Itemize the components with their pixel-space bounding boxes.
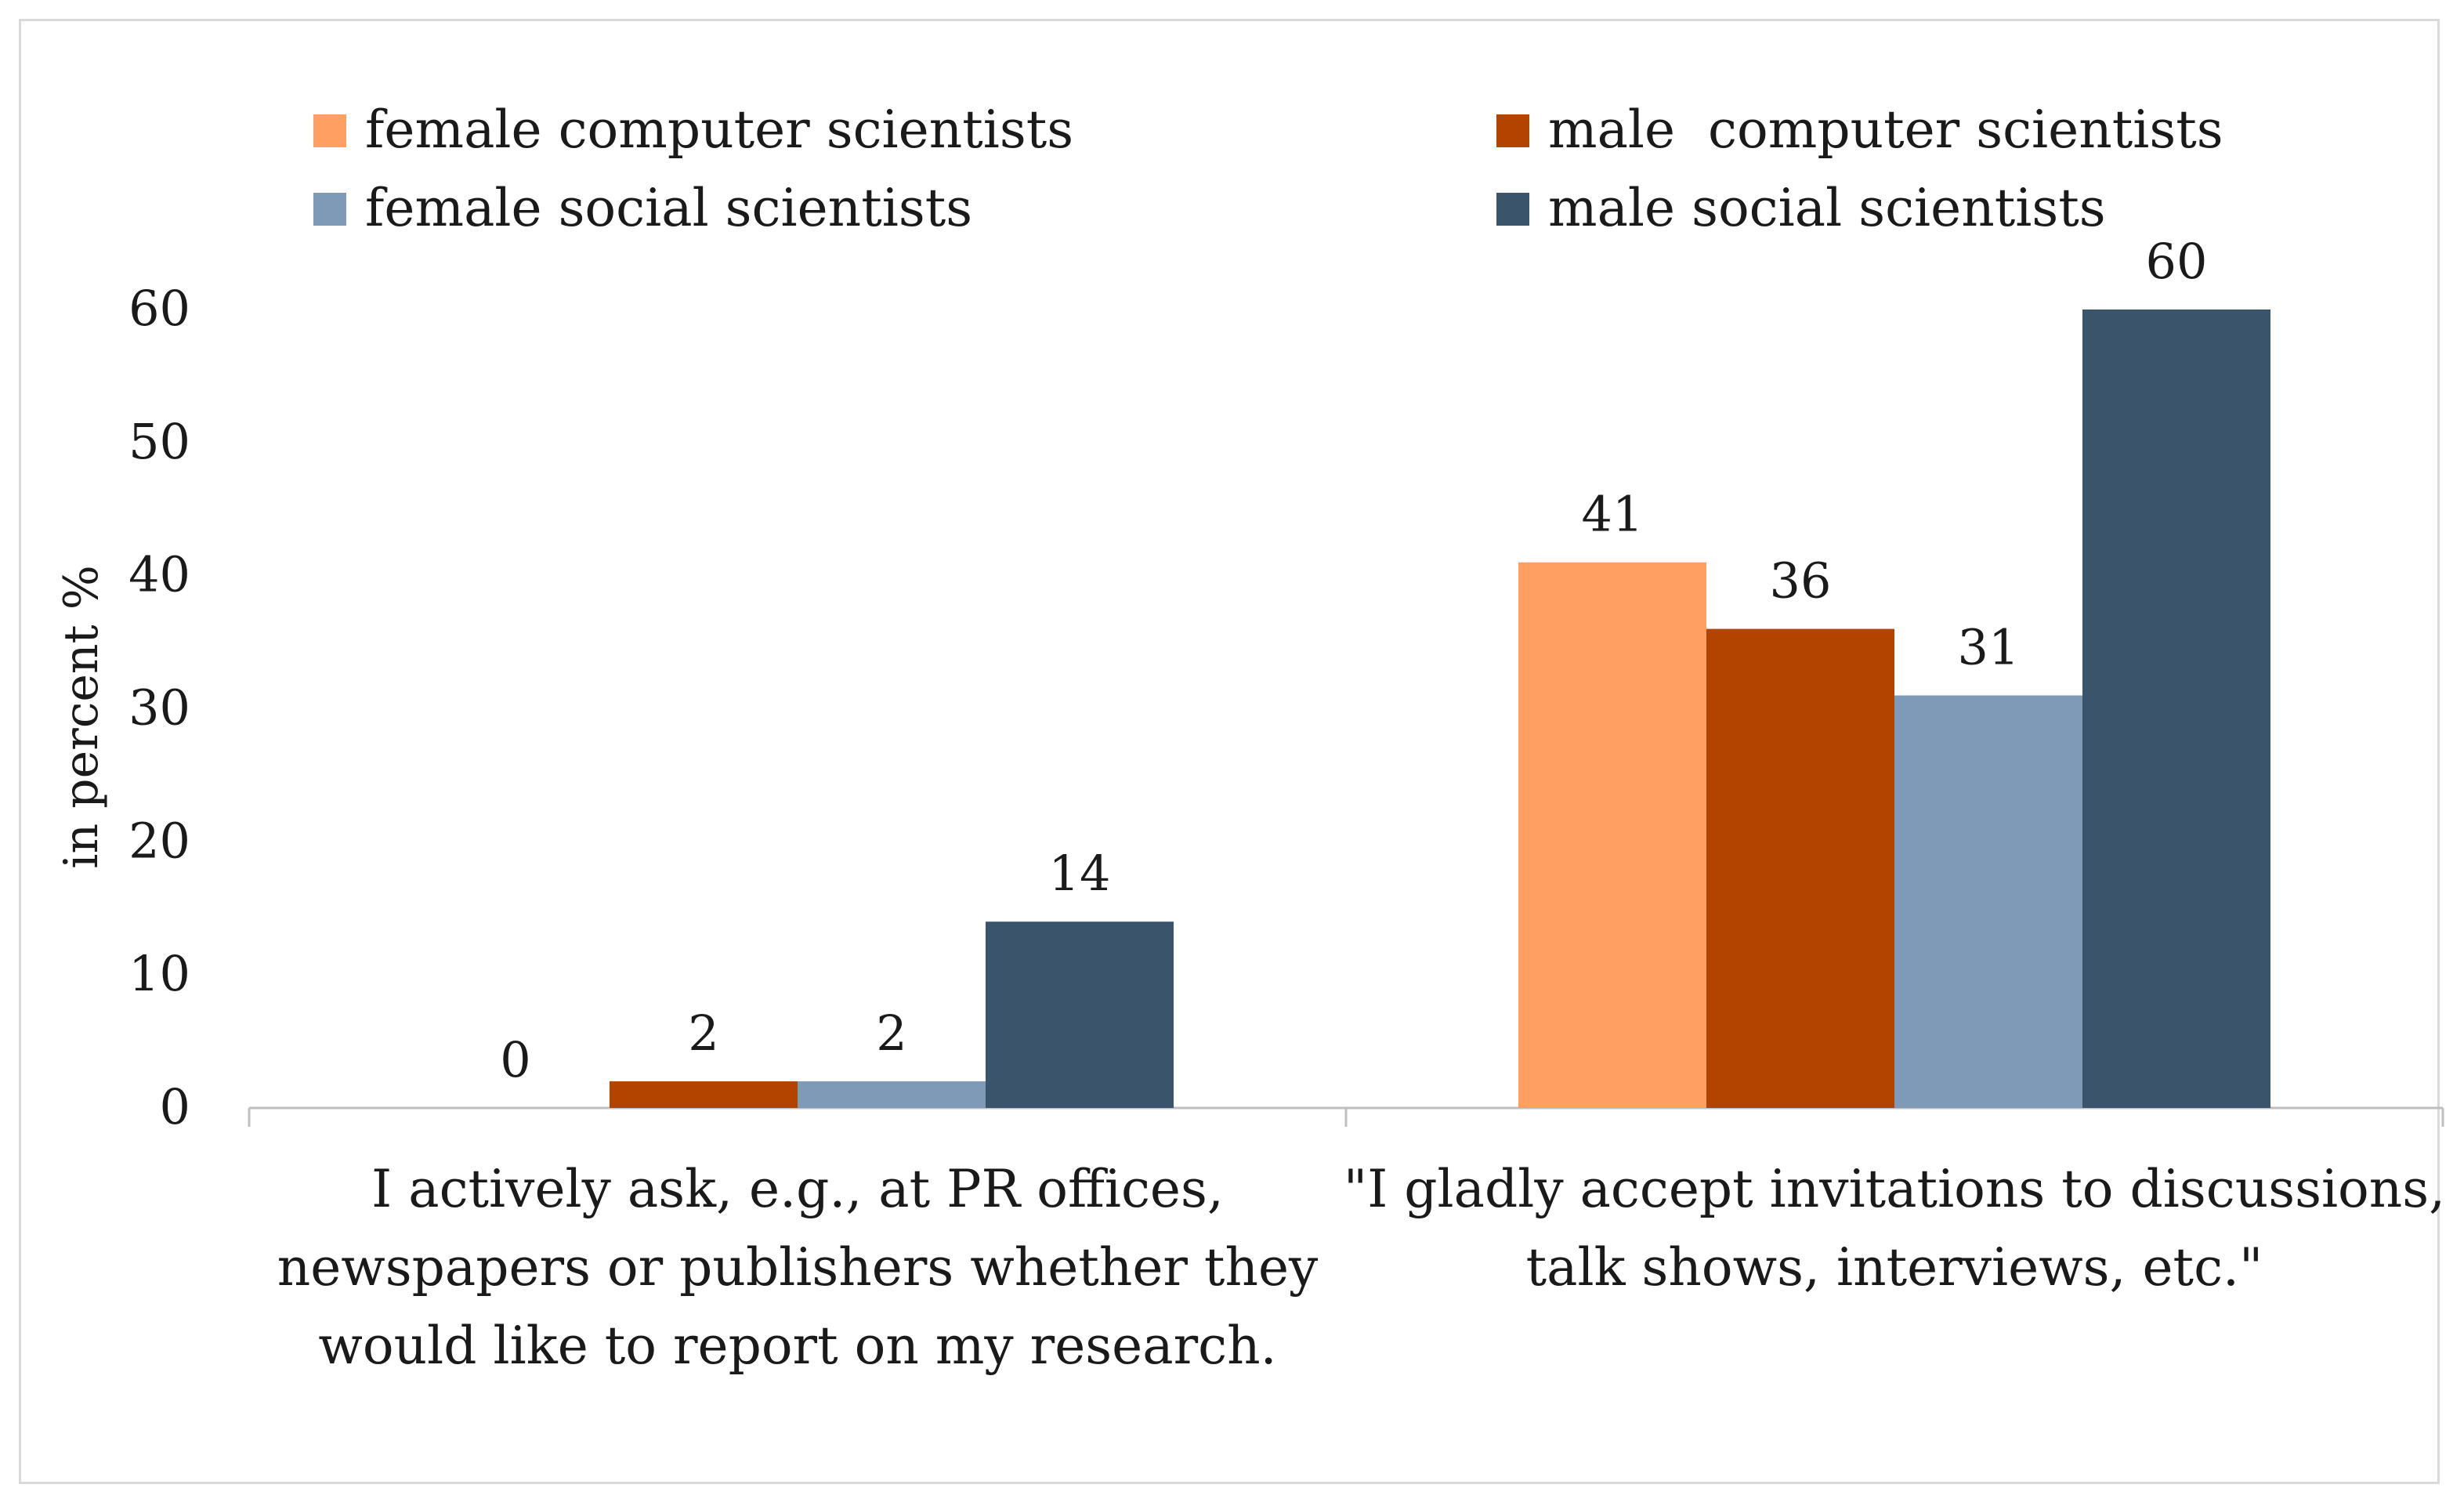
bar <box>1706 628 1894 1108</box>
x-category-label: newspapers or publishers whether they <box>277 1237 1319 1298</box>
data-label: 2 <box>876 1005 906 1062</box>
y-tick-label: 10 <box>128 945 190 1002</box>
legend-label: female computer scientists <box>365 100 1073 160</box>
data-label: 2 <box>688 1005 718 1062</box>
y-tick-label: 60 <box>128 280 190 337</box>
bar <box>2082 310 2270 1108</box>
y-axis-label: in percent % <box>54 565 109 868</box>
y-tick-label: 50 <box>128 413 190 470</box>
data-label: 31 <box>1958 619 2020 676</box>
bar <box>1894 695 2082 1108</box>
legend-swatch <box>313 114 346 147</box>
bar <box>986 921 1174 1108</box>
legend-label: male social scientists <box>1548 178 2106 238</box>
bar <box>610 1081 798 1108</box>
data-label: 36 <box>1770 552 1832 610</box>
y-tick-label: 20 <box>128 812 190 869</box>
legend-label: male computer scientists <box>1548 100 2223 160</box>
x-category-label: would like to report on my research. <box>318 1316 1276 1376</box>
legend-label: female social scientists <box>365 178 972 238</box>
bar <box>1518 562 1706 1108</box>
data-label: 14 <box>1049 845 1111 902</box>
x-category-label: I actively ask, e.g., at PR offices, <box>371 1159 1224 1219</box>
data-label: 41 <box>1582 486 1644 543</box>
legend-swatch <box>1496 193 1529 226</box>
y-tick-label: 30 <box>128 679 190 737</box>
legend-swatch <box>313 193 346 226</box>
data-label: 0 <box>500 1031 530 1088</box>
y-tick-label: 0 <box>160 1078 190 1135</box>
x-category-label: talk shows, interviews, etc." <box>1526 1237 2263 1298</box>
bar <box>798 1081 986 1108</box>
x-category-label: "I gladly accept invitations to discussi… <box>1344 1159 2445 1219</box>
y-tick-label: 40 <box>128 546 190 603</box>
data-label: 60 <box>2146 233 2208 290</box>
legend-swatch <box>1496 114 1529 147</box>
